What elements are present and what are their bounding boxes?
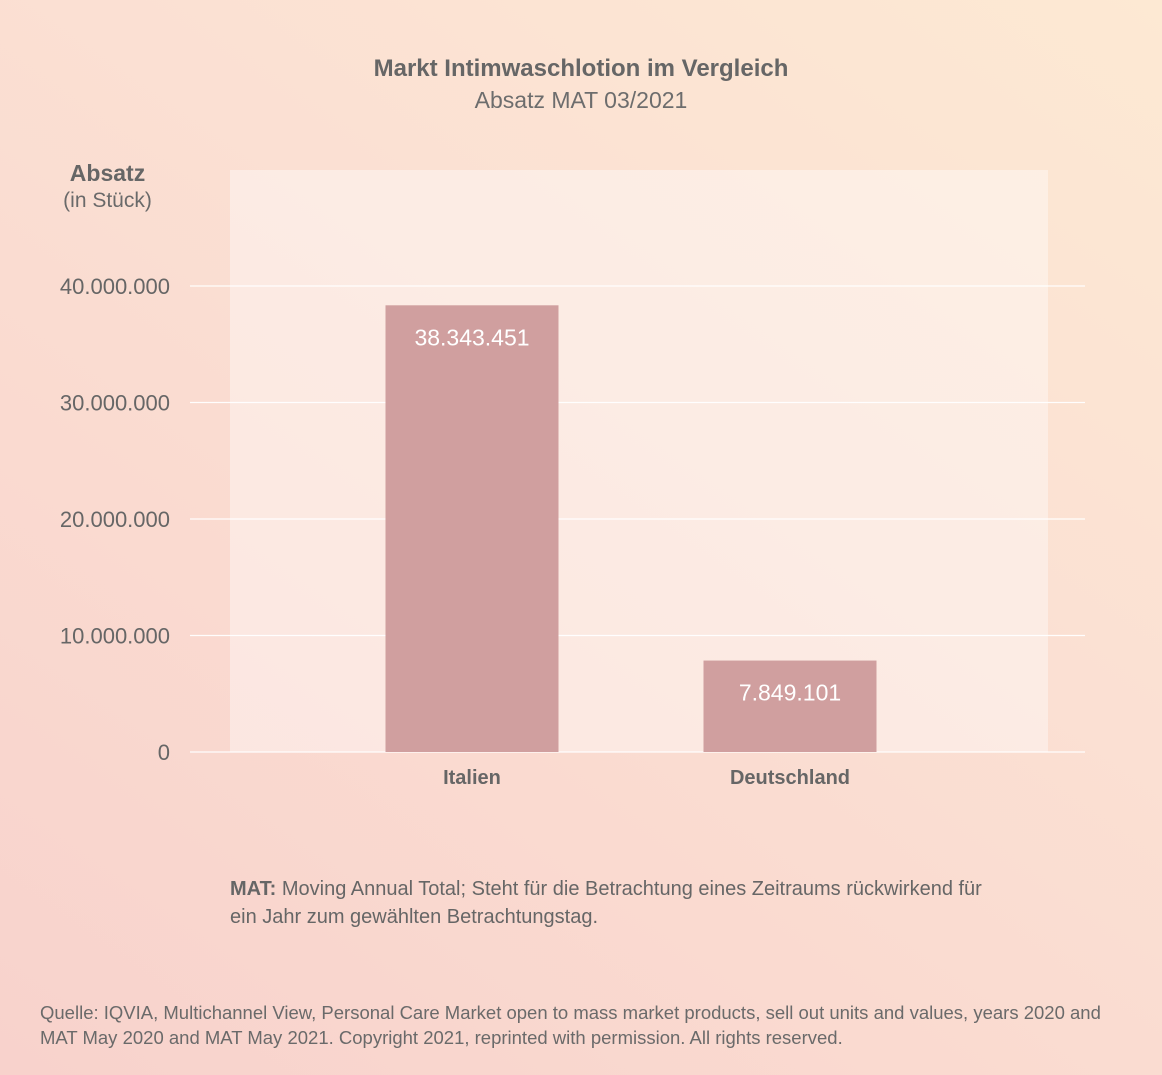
chart-subtitle: Absatz MAT 03/2021 [474, 87, 688, 113]
mat-note-term: MAT: [230, 878, 277, 900]
y-axis-label: Absatz [69, 160, 146, 186]
gridlines [190, 285, 1085, 753]
mat-note: MAT: Moving Annual Total; Steht für die … [230, 875, 990, 931]
y-ticks: 0 10.000.000 20.000.000 30.000.000 40.000.00… [60, 274, 170, 765]
bar-deutschland [703, 660, 877, 752]
mat-note-text: Moving Annual Total; Steht für die Betra… [230, 878, 982, 928]
y-tick-label: 40.000.000 [60, 274, 170, 299]
chart-title: Markt Intimwaschlotion im Vergleich [373, 55, 789, 82]
bar-value-label: 7.849.101 [739, 680, 841, 706]
y-tick-label: 0 [158, 740, 170, 765]
y-tick-label: 20.000.000 [60, 507, 170, 532]
x-tick-label: Deutschland [730, 767, 850, 789]
y-tick-label: 30.000.000 [60, 391, 170, 416]
x-ticks: Italien Deutschland [443, 767, 850, 789]
bars: 38.343.451 7.849.101 [385, 305, 877, 752]
plot-area [230, 170, 1048, 752]
bar-italien [385, 305, 559, 752]
y-axis-unit: (in Stück) [63, 189, 152, 212]
source-note: Quelle: IQVIA, Multichannel View, Person… [40, 1002, 1101, 1048]
x-tick-label: Italien [443, 767, 501, 789]
y-tick-label: 10.000.000 [60, 624, 170, 649]
bar-value-label: 38.343.451 [414, 324, 529, 350]
